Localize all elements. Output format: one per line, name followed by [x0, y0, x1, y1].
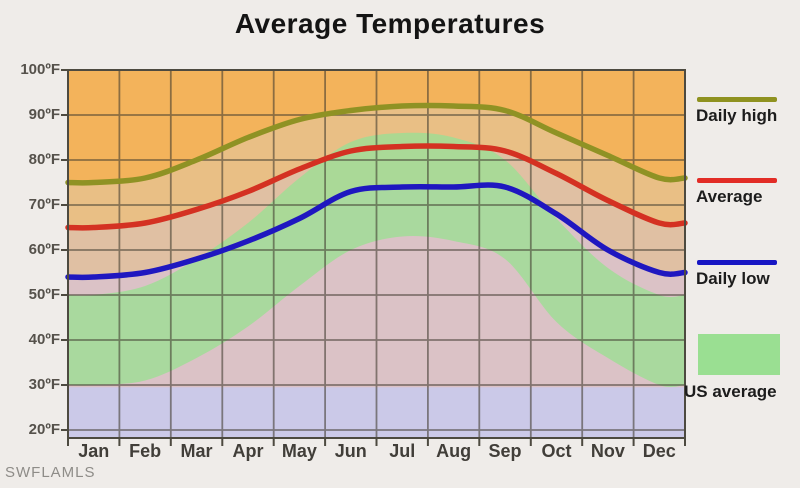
- y-tick-label: 20ºF: [28, 421, 60, 438]
- chart-legend: Daily high Average Daily low US average: [683, 60, 800, 420]
- temperature-chart: [61, 69, 688, 446]
- average-line: [65, 143, 688, 231]
- legend-label: Daily high: [696, 106, 778, 125]
- x-tick-label-may: May: [281, 441, 317, 461]
- x-tick-label-apr: Apr: [232, 441, 264, 461]
- axis-ticks: [61, 69, 686, 446]
- x-tick-label-jul: Jul: [389, 441, 416, 461]
- legend-label: Average: [696, 187, 763, 206]
- legend-label: Daily low: [696, 269, 770, 288]
- y-tick-label: 70ºF: [28, 196, 60, 213]
- x-tick-label-jan: Jan: [78, 441, 110, 461]
- y-tick-label: 60ºF: [28, 241, 60, 258]
- daily-high-line-swatch: [697, 97, 777, 102]
- gridlines: [68, 70, 685, 438]
- plot-area: [61, 69, 688, 446]
- y-tick-label: 50ºF: [28, 286, 60, 303]
- x-tick-label-nov: Nov: [590, 441, 625, 461]
- average-line-swatch: [697, 178, 777, 183]
- y-tick-label: 100ºF: [20, 61, 60, 78]
- x-tick-label-dec: Dec: [642, 441, 676, 461]
- y-tick-label: 80ºF: [28, 151, 60, 168]
- x-tick-label-jun: Jun: [334, 441, 367, 461]
- us-average-area-swatch: [698, 334, 780, 375]
- daily-low-line: [65, 182, 688, 281]
- x-tick-label-sep: Sep: [488, 441, 522, 461]
- y-axis-labels: 100ºF 90ºF 80ºF 70ºF 60ºF 50ºF 40ºF 30ºF 20ºF: [0, 61, 62, 438]
- daily-low-line-swatch: [697, 260, 777, 265]
- x-tick-label-mar: Mar: [180, 441, 213, 461]
- x-tick-label-aug: Aug: [436, 441, 472, 461]
- x-tick-label-feb: Feb: [129, 441, 162, 461]
- legend-label: US average: [684, 382, 777, 401]
- y-tick-label: 90ºF: [28, 106, 60, 123]
- x-tick-label-oct: Oct: [541, 441, 572, 461]
- daily-high-line: [65, 102, 688, 186]
- x-axis-labels: Jan Feb Mar Apr May Jun Jul Aug Sep Oct Nov Dec: [68, 441, 685, 465]
- y-tick-label: 40ºF: [28, 331, 60, 348]
- y-tick-label: 30ºF: [28, 376, 60, 393]
- watermark-text: SWFLAMLS: [5, 464, 96, 481]
- chart-title: Average Temperatures: [234, 8, 546, 39]
